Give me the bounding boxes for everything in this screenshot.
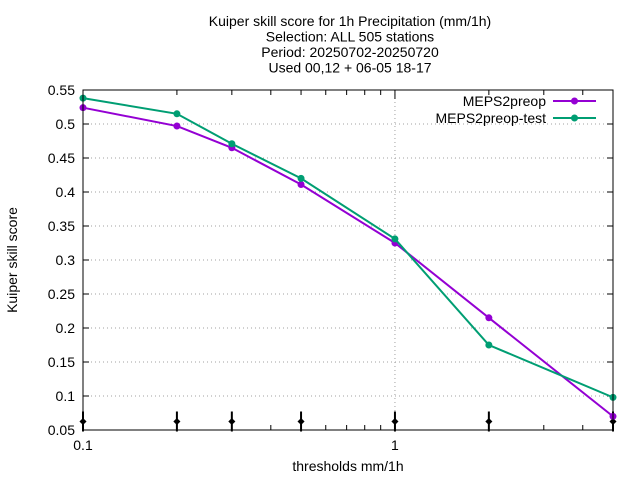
legend-swatch-point [571, 97, 578, 105]
threshold-marker-dot [297, 417, 305, 426]
title-line-4: Used 00,12 + 06-05 18-17 [268, 60, 431, 76]
title-line-2: Selection: ALL 505 stations [266, 29, 434, 45]
title-line-3: Period: 20250702-20250720 [261, 44, 439, 60]
y-axis: 0.05 0.1 0.15 0.2 0.25 0.3 0.35 0.4 0.45 0.5 0.55 [48, 82, 613, 438]
threshold-marker-dot [485, 417, 493, 426]
x-axis: 0.1 1 [73, 90, 614, 453]
data-point [391, 235, 399, 243]
series-line [82, 106, 614, 418]
y-tick-label: 0.1 [56, 388, 76, 404]
grid [83, 90, 613, 430]
legend-label: MEPS2preop [463, 93, 546, 109]
series-0 [79, 104, 617, 420]
data-point [173, 110, 181, 118]
threshold-marker-dot [228, 417, 236, 426]
threshold-marker-dot [173, 417, 181, 426]
y-tick-label: 0.5 [56, 116, 76, 132]
data-point [297, 174, 305, 182]
y-tick-label: 0.2 [56, 320, 76, 336]
legend-swatch-point [571, 114, 578, 122]
y-tick-label: 0.35 [48, 218, 75, 234]
y-tick-label: 0.45 [48, 150, 75, 166]
y-tick-label: 0.55 [48, 82, 75, 98]
data-point [485, 314, 493, 322]
data-point [485, 341, 493, 349]
threshold-markers [79, 411, 617, 432]
x-tick-label: 0.1 [73, 437, 93, 453]
chart-title: Kuiper skill score for 1h Precipitation … [209, 13, 491, 76]
y-axis-label: Kuiper skill score [4, 207, 20, 313]
y-tick-label: 0.05 [48, 422, 75, 438]
x-tick-label: 1 [391, 437, 399, 453]
y-tick-label: 0.3 [56, 252, 76, 268]
y-tick-label: 0.15 [48, 354, 75, 370]
threshold-marker-dot [391, 417, 399, 426]
legend-label: MEPS2preop-test [436, 110, 547, 126]
y-tick-label: 0.25 [48, 286, 75, 302]
plot-frame [82, 89, 614, 431]
data-point [228, 140, 236, 148]
title-line-1: Kuiper skill score for 1h Precipitation … [209, 13, 491, 29]
data-point [173, 122, 181, 130]
data-point [297, 181, 305, 189]
x-axis-label: thresholds mm/1h [292, 458, 403, 474]
series [79, 94, 617, 420]
y-tick-label: 0.4 [56, 184, 76, 200]
